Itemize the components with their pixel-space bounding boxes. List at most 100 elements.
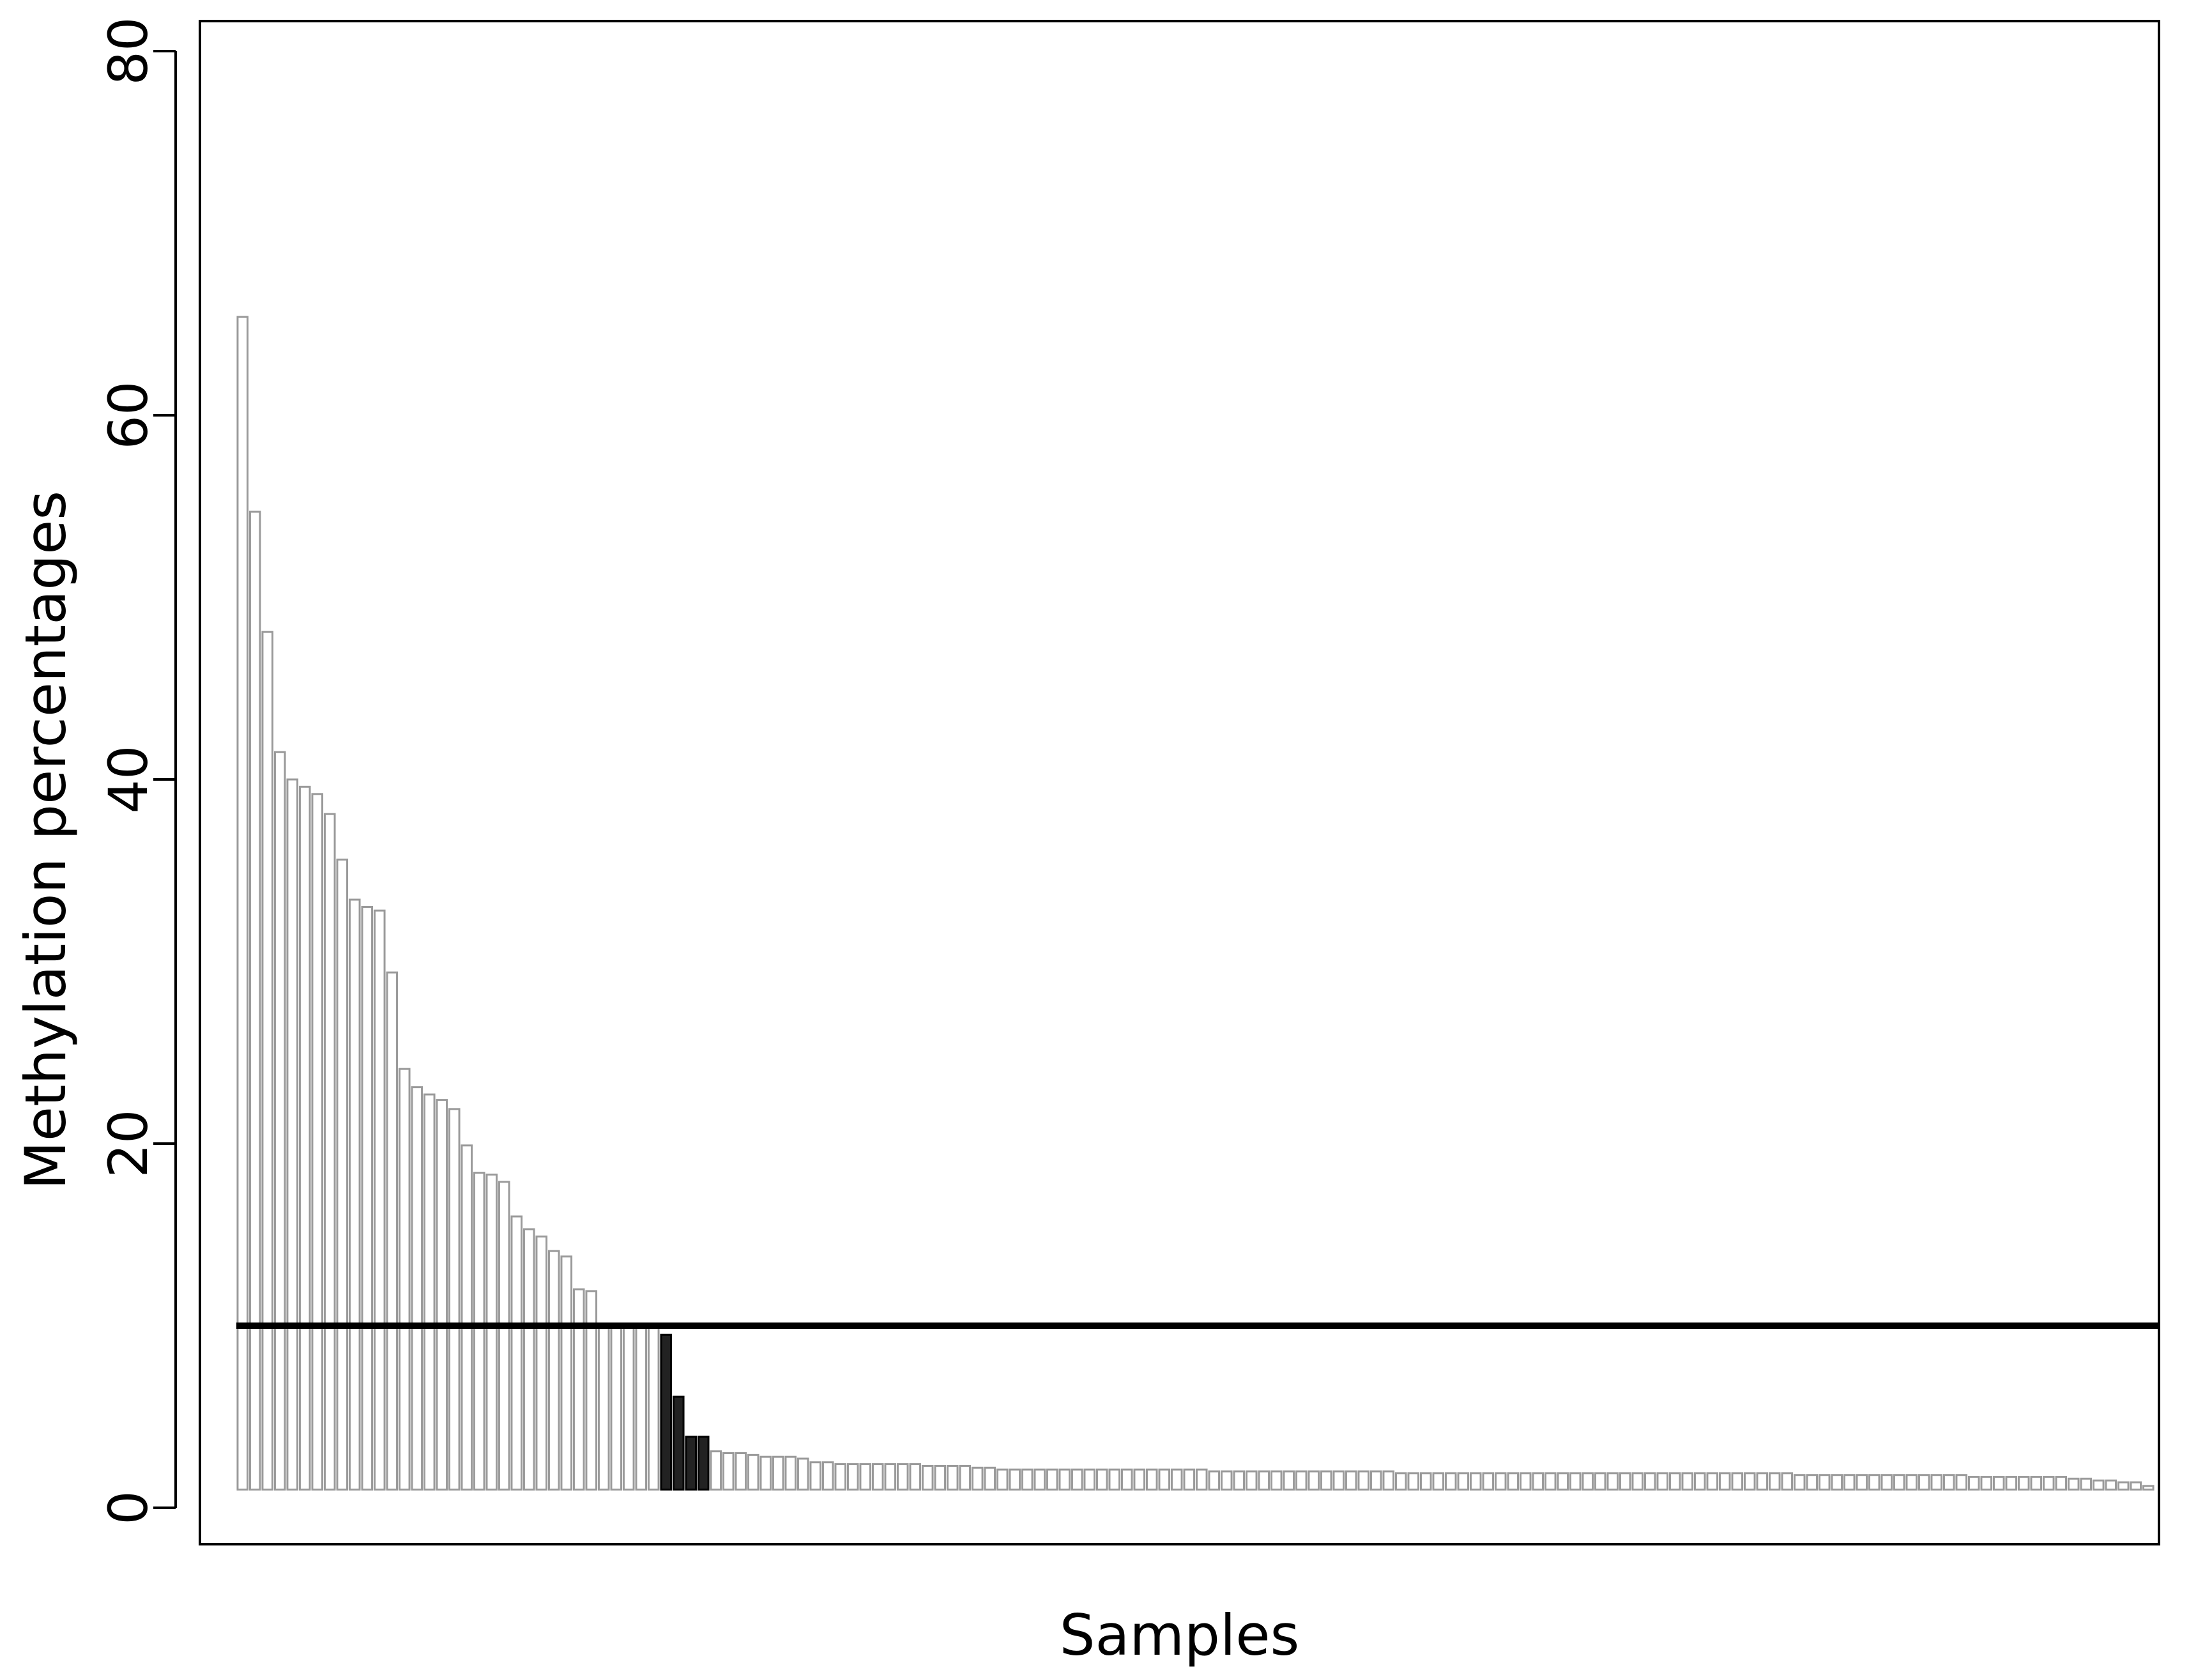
bar [1619,1472,1631,1491]
bar [1967,1476,1980,1491]
bar [1021,1468,1034,1491]
bar [784,1455,797,1491]
bar [1133,1468,1146,1491]
bar [1308,1470,1320,1491]
bar [996,1468,1009,1491]
bar [1208,1470,1221,1491]
bar [1818,1474,1831,1491]
bar-highlighted [697,1436,710,1491]
bar [2092,1479,2105,1491]
bar [485,1173,498,1491]
bar [1806,1474,1819,1491]
bar [1693,1472,1706,1491]
bar [473,1172,485,1491]
bar [336,858,349,1491]
bar [1731,1472,1744,1491]
bar [1295,1470,1308,1491]
bar [797,1457,809,1491]
bar [735,1452,747,1491]
bar [1357,1470,1370,1491]
bar [273,751,286,1491]
bar [585,1290,598,1491]
bar [1071,1468,1083,1491]
bar [1507,1472,1520,1491]
bar [2042,1476,2055,1491]
bar [772,1455,784,1491]
bar [1457,1472,1470,1491]
bar [1058,1468,1071,1491]
bar [2017,1476,2030,1491]
bar [1469,1472,1482,1491]
bar [2130,1481,2142,1491]
bar [1220,1470,1233,1491]
bar [1444,1472,1457,1491]
bar [1644,1472,1656,1491]
bar [510,1215,523,1491]
bar [1332,1470,1345,1491]
bar [722,1452,735,1491]
bar [1145,1468,1158,1491]
y-tick-label: 20 [97,1110,160,1178]
bar [1992,1476,2005,1491]
bar [1594,1472,1606,1491]
bar [1482,1472,1495,1491]
y-tick-label: 40 [97,746,160,814]
bar [236,316,249,1491]
bar [386,971,399,1491]
bar [921,1464,934,1491]
bar [1245,1470,1258,1491]
bar [1083,1468,1096,1491]
bar [747,1453,759,1491]
bar [311,793,324,1491]
y-tick-label: 60 [97,381,160,450]
bar [1369,1470,1382,1491]
bar [1606,1472,1619,1491]
bar [1942,1474,1955,1491]
bar [1843,1474,1856,1491]
bar [1345,1470,1357,1491]
bar [1270,1470,1283,1491]
bar [821,1461,834,1491]
bar [1868,1474,1880,1491]
bar [2105,1479,2117,1491]
bar [1407,1472,1420,1491]
bar [261,631,274,1491]
bar [423,1093,436,1491]
bar [809,1461,822,1491]
bar [1793,1474,1806,1491]
bar [2030,1476,2043,1491]
bar [286,778,299,1491]
bar [1034,1468,1046,1491]
bar [2080,1477,2093,1491]
bar [361,906,374,1491]
bar-highlighted [685,1436,698,1491]
bar [896,1463,909,1491]
bar [1382,1470,1395,1491]
bar [1195,1468,1208,1491]
bar-highlighted [672,1395,685,1491]
bar [846,1463,859,1491]
bar [1569,1472,1582,1491]
plot-frame [199,20,2160,1545]
bar [547,1250,560,1491]
bar [946,1464,959,1491]
bar [248,510,261,1491]
bar [1893,1474,1905,1491]
bar [1120,1468,1133,1491]
bar [1108,1468,1121,1491]
y-axis-label: Methylation percentages [13,491,79,1190]
bar [1856,1474,1868,1491]
bar [461,1144,473,1491]
bar [959,1464,972,1491]
bar [2067,1477,2080,1491]
bar [2117,1481,2130,1491]
bar [1158,1468,1171,1491]
bar [535,1235,548,1491]
bar [560,1255,573,1491]
bar [298,785,311,1491]
bar [1532,1472,1545,1491]
bar [1519,1472,1532,1491]
bar [759,1455,772,1491]
